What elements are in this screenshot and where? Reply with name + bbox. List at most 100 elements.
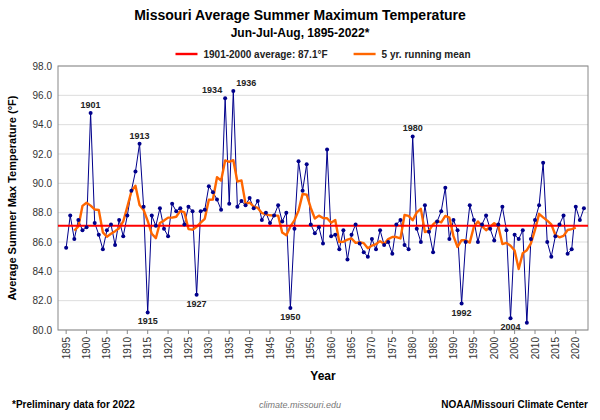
x-tick-label: 1945	[265, 337, 276, 360]
point	[480, 222, 484, 226]
point	[513, 233, 517, 237]
point	[297, 159, 301, 163]
annotation: 1950	[280, 312, 300, 322]
point	[370, 237, 374, 241]
point	[484, 214, 488, 218]
point	[386, 240, 390, 244]
point	[549, 255, 553, 259]
x-tick-label: 1975	[387, 337, 398, 360]
point	[431, 250, 435, 254]
point	[476, 240, 480, 244]
point	[231, 89, 235, 93]
point	[500, 205, 504, 209]
point	[358, 241, 362, 245]
point	[521, 228, 525, 232]
footnote: *Preliminary data for 2022	[12, 399, 135, 410]
y-tick-label: 88.0	[33, 207, 53, 218]
x-tick-label: 2000	[489, 337, 500, 360]
point	[215, 197, 219, 201]
point	[211, 190, 215, 194]
point	[235, 205, 239, 209]
point	[93, 221, 97, 225]
annual-line	[66, 91, 584, 323]
point	[313, 231, 317, 235]
point	[419, 240, 423, 244]
x-tick	[127, 330, 128, 334]
point	[427, 230, 431, 234]
x-tick	[106, 330, 107, 334]
x-tick	[147, 330, 148, 334]
point	[146, 310, 150, 314]
x-tick-label: 1950	[285, 337, 296, 360]
x-tick-label: 1915	[142, 337, 153, 360]
chart: 80.082.084.086.088.090.092.094.096.098.0…	[0, 0, 600, 420]
x-tick-label: 2010	[530, 337, 541, 360]
x-tick-label: 1925	[183, 337, 194, 360]
point	[557, 222, 561, 226]
point	[496, 222, 500, 226]
x-tick	[168, 330, 169, 334]
point	[68, 214, 72, 218]
legend: 1901-2000 average: 87.1°F5 yr. running m…	[175, 49, 470, 60]
x-tick	[310, 330, 311, 334]
y-tick-label: 86.0	[33, 237, 53, 248]
point	[378, 228, 382, 232]
point	[64, 246, 68, 250]
point	[170, 202, 174, 206]
point	[301, 189, 305, 193]
point	[252, 206, 256, 210]
running-mean-line	[74, 160, 575, 269]
point	[509, 316, 513, 320]
x-tick	[473, 330, 474, 334]
point	[133, 170, 137, 174]
point	[125, 214, 129, 218]
x-tick	[270, 330, 271, 334]
point	[488, 227, 492, 231]
point	[186, 205, 190, 209]
point	[219, 208, 223, 212]
annotation: 2004	[501, 322, 521, 332]
x-tick-label: 2015	[550, 337, 561, 360]
legend-swatch	[354, 53, 376, 55]
point	[239, 199, 243, 203]
point	[97, 233, 101, 237]
point	[80, 228, 84, 232]
point	[582, 206, 586, 210]
x-tick-label: 1995	[468, 337, 479, 360]
x-tick-label: 1895	[61, 337, 72, 360]
point	[394, 222, 398, 226]
point	[492, 239, 496, 243]
point	[562, 214, 566, 218]
x-tick	[453, 330, 454, 334]
point	[280, 219, 284, 223]
x-tick-label: 1990	[448, 337, 459, 360]
point	[276, 203, 280, 207]
point	[248, 196, 252, 200]
point	[451, 218, 455, 222]
point	[178, 206, 182, 210]
x-tick-label: 1910	[122, 337, 133, 360]
point	[223, 96, 227, 100]
point	[207, 184, 211, 188]
point	[105, 228, 109, 232]
point	[578, 218, 582, 222]
point	[415, 227, 419, 231]
y-axis-label: Average Summer Max Temperature (°F)	[6, 95, 18, 300]
point	[284, 211, 288, 215]
y-tick-label: 80.0	[33, 325, 53, 336]
y-tick-label: 82.0	[33, 295, 53, 306]
axes: 80.082.084.086.088.090.092.094.096.098.0…	[33, 61, 588, 360]
point	[407, 247, 411, 251]
x-tick	[290, 330, 291, 334]
x-tick-label: 1940	[244, 337, 255, 360]
x-tick-label: 1935	[224, 337, 235, 360]
annotation: 1927	[187, 299, 207, 309]
point	[195, 293, 199, 297]
point	[309, 222, 313, 226]
point	[85, 225, 89, 229]
point	[447, 237, 451, 241]
point	[138, 142, 142, 146]
point	[525, 321, 529, 325]
point	[439, 209, 443, 213]
point	[537, 203, 541, 207]
